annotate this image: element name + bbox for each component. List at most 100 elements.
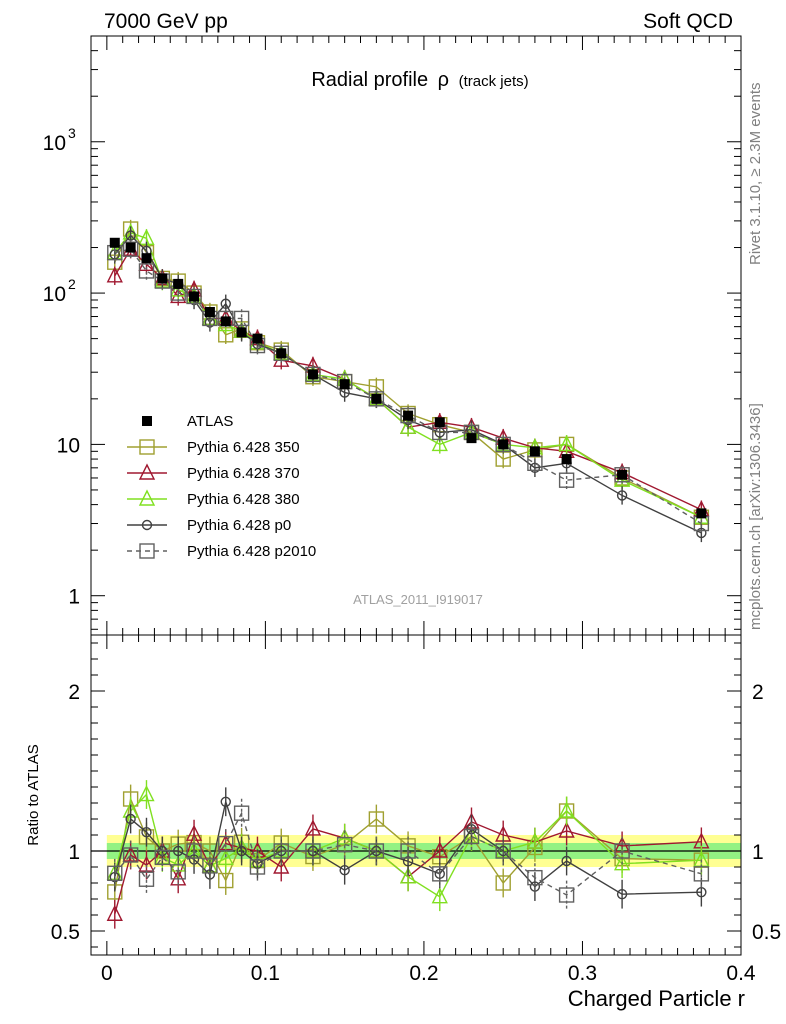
data-point <box>189 291 200 302</box>
ratio-point <box>495 875 511 891</box>
ratio-point <box>693 866 710 882</box>
ratio-point <box>431 841 448 858</box>
ratio-point <box>202 858 218 874</box>
data-point <box>498 439 509 450</box>
ratio-point <box>558 801 575 818</box>
series-line <box>114 234 702 534</box>
legend-label: Pythia 6.428 350 <box>187 439 300 456</box>
series-2 <box>106 223 710 912</box>
ratio-point <box>434 868 445 880</box>
side-text-top-group: Rivet 3.1.10, ≥ 2.3M events <box>747 83 764 266</box>
side-text-top: Rivet 3.1.10, ≥ 2.3M events <box>747 83 764 266</box>
ratio-point <box>399 867 417 884</box>
ratio-point <box>432 866 448 882</box>
ratio-point <box>431 887 448 904</box>
x-tick-label: 0.1 <box>251 962 280 985</box>
ratio-point <box>125 813 136 825</box>
data-point <box>157 273 168 284</box>
ratio-y-tick-label: 1 <box>68 841 80 864</box>
ratio-point <box>368 811 385 827</box>
ratio-plot-frame <box>90 634 742 956</box>
data-point <box>368 391 385 407</box>
ratio-y-label: Ratio to ATLAS <box>25 744 42 845</box>
legend-item-4: Pythia 6.428 p2010 <box>127 543 316 560</box>
data-point <box>204 306 215 317</box>
legend-label: Pythia 6.428 p2010 <box>187 543 316 560</box>
ratio-y-tick-label: 0.5 <box>51 921 80 944</box>
data-point <box>220 316 231 327</box>
ratio-point <box>304 819 322 836</box>
ratio-point <box>400 843 416 859</box>
y-tick-label: 10 <box>43 283 66 306</box>
data-point <box>186 288 202 305</box>
ratio-point <box>613 854 631 871</box>
data-point <box>109 237 120 248</box>
data-point <box>125 242 136 253</box>
ratio-y-tick-label-right: 0.5 <box>752 921 781 944</box>
data-point <box>696 527 707 539</box>
y-tick-label: 1 <box>68 586 80 609</box>
series-1 <box>106 239 710 929</box>
data-point <box>138 263 155 279</box>
ratio-point <box>463 828 480 845</box>
data-point <box>273 345 289 361</box>
series-layer <box>106 219 710 929</box>
ratio-line <box>114 799 702 895</box>
ratio-point <box>527 869 543 886</box>
ratio-point <box>558 821 575 838</box>
data-point <box>696 508 707 519</box>
series-4 <box>107 240 710 910</box>
data-point <box>614 467 630 483</box>
ratio-point <box>616 888 628 900</box>
legend-item-0: Pythia 6.428 350 <box>127 439 300 456</box>
ratio-point <box>305 843 321 859</box>
legend-label: ATLAS <box>187 413 233 430</box>
legend-marker <box>139 543 155 559</box>
ratio-point <box>497 845 509 857</box>
ratio-point <box>495 843 511 859</box>
side-text-bottom-group: mcplots.cern.ch [arXiv:1306.3436] <box>747 403 764 630</box>
header-left: 7000 GeV pp <box>104 10 228 33</box>
ratio-point <box>122 847 139 863</box>
data-point <box>616 490 628 501</box>
legend-label: Pythia 6.428 370 <box>187 465 300 482</box>
series-0 <box>107 219 710 907</box>
data-point <box>495 436 511 453</box>
data-point <box>307 369 318 380</box>
data-point <box>276 348 287 359</box>
data-point <box>122 241 139 257</box>
series-line <box>114 248 702 525</box>
ratio-point <box>526 832 544 849</box>
data-point <box>173 278 184 289</box>
y-tick-label: 10 <box>43 132 66 155</box>
ratio-point <box>561 855 572 867</box>
ratio-point <box>170 864 186 880</box>
series-data <box>109 237 707 519</box>
data-point <box>561 454 572 465</box>
data-point <box>305 366 321 383</box>
ratio-point <box>217 848 234 866</box>
data-point <box>233 310 250 327</box>
x-tick-label: 0 <box>101 962 113 985</box>
x-axis-label: Charged Particle r <box>568 986 745 1011</box>
data-point <box>431 434 448 452</box>
ratio-point <box>249 859 266 875</box>
data-point <box>106 266 123 283</box>
legend-item-3: Pythia 6.428 p0 <box>127 517 291 534</box>
ratio-point <box>172 845 184 857</box>
data-point <box>371 393 382 404</box>
chart-title: Radial profile ρ (track jets) <box>311 69 528 91</box>
ratio-point <box>339 865 350 876</box>
ratio-point <box>273 857 290 874</box>
data-point <box>399 417 417 434</box>
x-tick-label: 0.3 <box>568 962 597 985</box>
legend-marker <box>138 489 156 506</box>
ratio-point <box>558 887 575 903</box>
ratio-point <box>106 904 123 921</box>
y-tick-label: 10 <box>57 434 80 457</box>
data-point <box>529 462 541 474</box>
ratio-point <box>138 871 155 887</box>
reference-label: ATLAS_2011_I919017 <box>353 592 483 607</box>
data-point <box>252 333 263 344</box>
